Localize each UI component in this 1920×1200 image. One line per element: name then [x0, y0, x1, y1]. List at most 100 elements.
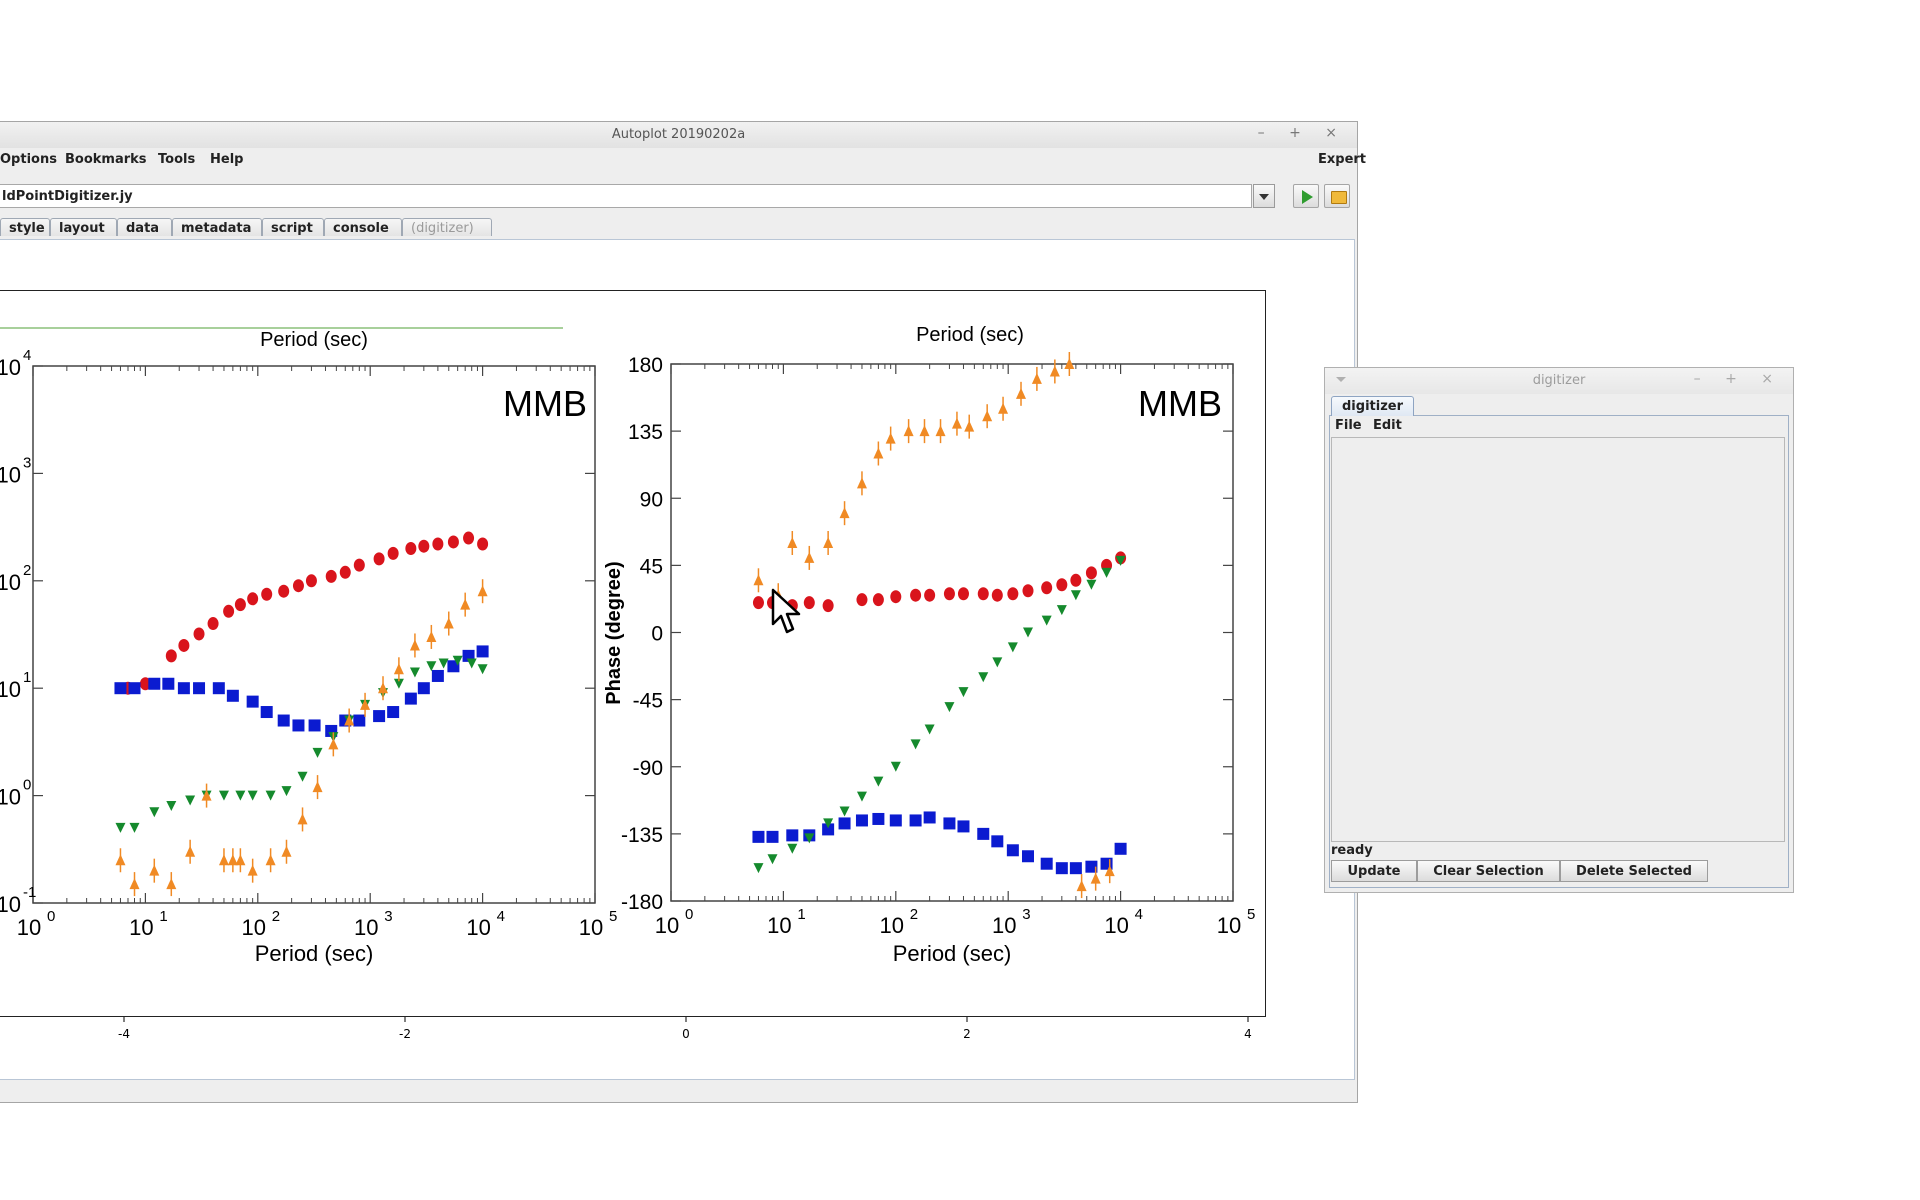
- data-point: [404, 692, 417, 705]
- menu-bar: Options Bookmarks Tools Help Expert: [0, 148, 1366, 170]
- plot-image[interactable]: Period (sec) Period (sec) MMB MMB Period…: [0, 290, 1266, 1017]
- data-point: [234, 598, 246, 612]
- data-point: [166, 878, 177, 890]
- delete-selected-button[interactable]: Delete Selected: [1560, 860, 1708, 882]
- data-point: [308, 719, 321, 732]
- data-point: [978, 672, 989, 683]
- update-button[interactable]: Update: [1331, 860, 1417, 882]
- window-menu-icon[interactable]: [1336, 377, 1346, 382]
- data-point: [885, 432, 896, 444]
- x-tick-exponent: 0: [47, 908, 55, 925]
- data-point: [977, 827, 990, 840]
- x-tick-exponent: 3: [1022, 906, 1030, 923]
- data-point: [1069, 862, 1082, 875]
- data-point: [822, 599, 834, 613]
- data-point: [839, 507, 850, 519]
- data-point: [373, 710, 386, 723]
- chart-marks: 10010110210310410510410310210110010-1100…: [0, 347, 1255, 940]
- data-point: [1085, 860, 1098, 873]
- data-point: [787, 843, 798, 854]
- right-y-axis-label: Phase (degree): [603, 561, 625, 704]
- data-point: [466, 658, 477, 669]
- menu-file[interactable]: File: [1335, 418, 1362, 433]
- data-point: [426, 661, 437, 672]
- mouse-pointer-icon: [771, 588, 801, 634]
- right-top-title: Period (sec): [916, 324, 1024, 346]
- y-tick-label: 10: [0, 462, 21, 487]
- left-panel-frame: [32, 365, 596, 904]
- uri-input[interactable]: ldPointDigitizer.jy: [0, 184, 1252, 208]
- menu-bookmarks[interactable]: Bookmarks: [65, 152, 147, 167]
- data-point: [1076, 880, 1087, 892]
- data-point: [856, 593, 868, 607]
- title-bar[interactable]: Autoplot 20190202a – + ×: [0, 122, 1357, 149]
- axis-tick-label: -2: [399, 1027, 411, 1041]
- digitizer-panel: [1329, 415, 1789, 888]
- digitizer-title-bar[interactable]: digitizer – + ×: [1325, 368, 1793, 394]
- x-tick-exponent: 2: [272, 908, 280, 925]
- data-point: [162, 677, 175, 690]
- data-point: [438, 658, 449, 669]
- go-button[interactable]: [1293, 184, 1319, 208]
- data-point: [227, 854, 238, 866]
- digitizer-window-controls[interactable]: – + ×: [1693, 371, 1783, 387]
- tab-script[interactable]: script: [262, 218, 324, 236]
- menu-tools[interactable]: Tools: [158, 152, 196, 167]
- window-controls[interactable]: – + ×: [1257, 125, 1347, 141]
- y-tick-label: -45: [633, 690, 663, 713]
- menu-help[interactable]: Help: [210, 152, 244, 167]
- clear-selection-button[interactable]: Clear Selection: [1417, 860, 1560, 882]
- axis-tick-label: 0: [682, 1027, 690, 1041]
- x-tick-label: 10: [354, 915, 378, 940]
- y-tick-exponent: 0: [23, 777, 31, 794]
- data-point: [139, 677, 151, 691]
- tab-style[interactable]: style: [0, 218, 50, 236]
- digitized-points-list[interactable]: [1331, 437, 1785, 842]
- tab-data[interactable]: data: [117, 218, 172, 236]
- data-point: [951, 417, 962, 429]
- data-point: [957, 587, 969, 601]
- play-icon: [1302, 190, 1313, 204]
- data-point: [235, 790, 246, 801]
- data-point: [463, 531, 475, 545]
- data-point: [943, 817, 956, 830]
- data-point: [378, 682, 389, 694]
- data-point: [373, 552, 385, 566]
- data-point: [223, 604, 235, 618]
- data-point: [260, 706, 273, 719]
- y-tick-label: 90: [640, 488, 663, 511]
- tab-digitizer-panel[interactable]: digitizer: [1331, 396, 1414, 416]
- menu-options[interactable]: Options: [0, 152, 57, 167]
- data-point: [218, 790, 229, 801]
- x-tick-label: 10: [129, 915, 153, 940]
- data-point: [226, 689, 239, 702]
- data-point: [328, 738, 339, 750]
- data-point: [890, 590, 902, 604]
- data-point: [1041, 581, 1053, 595]
- data-point: [1085, 566, 1097, 580]
- data-point: [1040, 857, 1053, 870]
- data-point: [393, 678, 404, 689]
- y-tick-label: 10: [0, 570, 21, 595]
- tab-console[interactable]: console: [324, 218, 402, 236]
- data-point: [353, 558, 365, 572]
- data-point: [982, 410, 993, 422]
- autoplot-x-axis: -4 -2 0 2 4: [0, 1017, 1300, 1047]
- data-point: [353, 714, 366, 727]
- browse-button[interactable]: [1324, 184, 1350, 208]
- data-point: [177, 682, 190, 695]
- tab-layout[interactable]: layout: [50, 218, 117, 236]
- data-point: [129, 878, 140, 890]
- data-point: [822, 823, 835, 836]
- y-tick-label: -180: [621, 891, 663, 914]
- tab-metadata[interactable]: metadata: [172, 218, 262, 236]
- data-point: [185, 845, 196, 857]
- y-tick-label: 10: [0, 355, 21, 380]
- menu-expert[interactable]: Expert: [1318, 152, 1367, 167]
- y-tick-label: 10: [0, 785, 21, 810]
- tab-digitizer[interactable]: (digitizer): [402, 218, 492, 236]
- data-point: [1055, 862, 1068, 875]
- menu-edit[interactable]: Edit: [1373, 418, 1402, 433]
- data-point: [185, 795, 196, 806]
- uri-dropdown-button[interactable]: [1253, 184, 1275, 208]
